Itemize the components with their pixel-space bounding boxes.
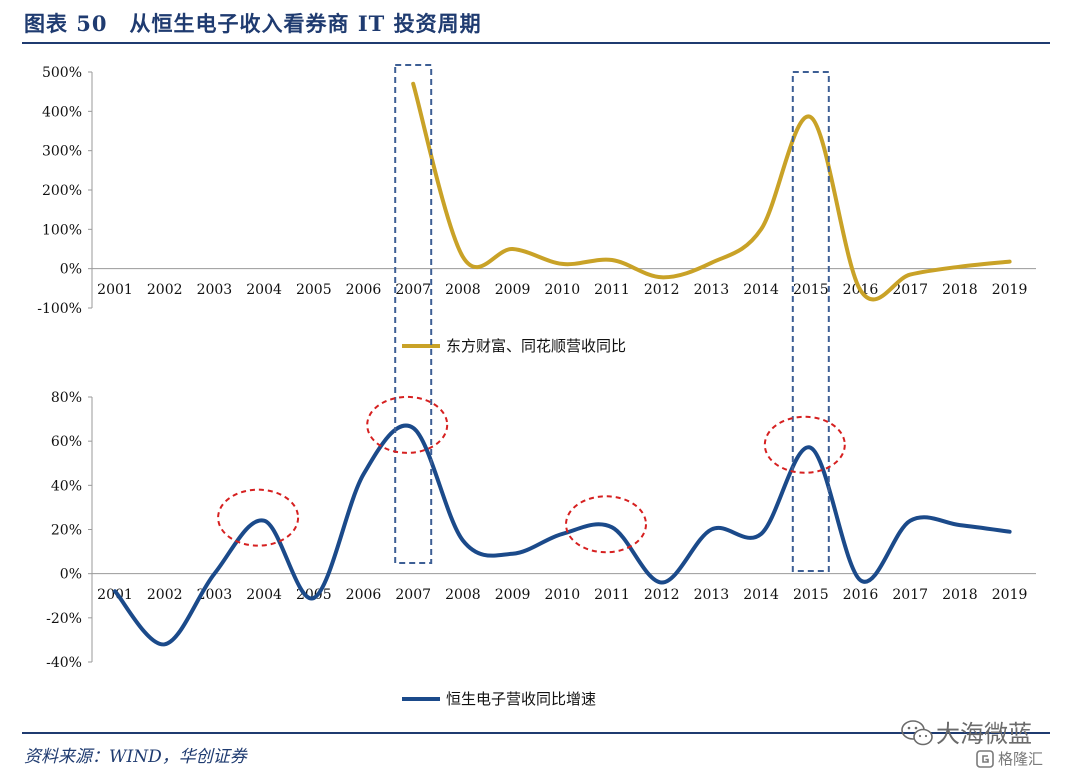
bottom-chart: 80%60%40%20%0%-20%-40%2001 2002 2003 2004 20… bbox=[46, 390, 1036, 708]
figure-footer: 资料来源：WIND，华创证券 bbox=[22, 732, 1052, 767]
bottom-y-tick-label: 0% bbox=[60, 567, 82, 583]
top-y-tick-label: 500% bbox=[42, 65, 82, 81]
bottom-x-tick-label: 2017 bbox=[892, 587, 928, 603]
top-x-tick-label: 2012 bbox=[644, 282, 680, 298]
top-x-tick-label: 2007 bbox=[395, 282, 431, 298]
bottom-y-tick-label: -20% bbox=[46, 611, 82, 627]
bottom-x-tick-label: 2019 bbox=[992, 587, 1028, 603]
source-note: 资料来源：WIND，华创证券 bbox=[24, 747, 247, 767]
bottom-y-tick-label: -40% bbox=[46, 655, 82, 671]
bottom-x-tick-label: 2015 bbox=[793, 587, 829, 603]
top-x-tick-label: 2002 bbox=[147, 282, 183, 298]
bottom-x-tick-label: 2009 bbox=[495, 587, 531, 603]
top-x-tick-label: 2001 bbox=[97, 282, 133, 298]
footer-rule bbox=[22, 732, 1050, 734]
highlight-layer bbox=[217, 64, 846, 572]
bottom-x-tick-label: 2013 bbox=[694, 587, 730, 603]
bottom-x-tick-label: 2001 bbox=[97, 587, 133, 603]
top-y-tick-label: 400% bbox=[42, 104, 82, 120]
top-chart: 500% 400% 300% 200% 100% 0% -100% 2001 2002 2003 2… bbox=[37, 65, 1036, 355]
highlight-ellipse-2007 bbox=[366, 395, 449, 454]
bottom-x-tick-label: 2004 bbox=[246, 587, 282, 603]
title-rule bbox=[22, 42, 1050, 44]
top-x-tick-label: 2013 bbox=[694, 282, 730, 298]
bottom-x-tick-label: 2011 bbox=[594, 587, 630, 603]
bottom-x-tick-label: 2008 bbox=[445, 587, 481, 603]
top-x-tick-label: 2014 bbox=[743, 282, 779, 298]
bottom-y-tick-label: 20% bbox=[51, 523, 82, 539]
top-series-line bbox=[411, 81, 1012, 302]
top-x-tick-label: 2010 bbox=[544, 282, 580, 298]
bottom-x-tick-label: 2010 bbox=[544, 587, 580, 603]
top-x-tick-label: 2019 bbox=[992, 282, 1028, 298]
figure-title: 图表 50 从恒生电子收入看券商 IT 投资周期 bbox=[24, 11, 482, 36]
watermark: 大海微蓝 格隆汇 bbox=[900, 712, 1070, 772]
top-x-tick-label: 2017 bbox=[892, 282, 928, 298]
top-x-tick-label: 2004 bbox=[246, 282, 282, 298]
bottom-x-tick-label: 2002 bbox=[147, 587, 183, 603]
highlight-ellipse-2015 bbox=[763, 415, 846, 474]
bottom-y-tick-label: 80% bbox=[51, 390, 82, 406]
figure-header: 图表 50 从恒生电子收入看券商 IT 投资周期 bbox=[0, 0, 1080, 44]
bottom-x-tick-label: 2007 bbox=[395, 587, 431, 603]
top-x-tick-label: 2011 bbox=[594, 282, 630, 298]
highlight-ellipse-2011 bbox=[565, 495, 647, 554]
gelonghui-logo-icon bbox=[976, 750, 994, 768]
bottom-x-tick-label: 2016 bbox=[843, 587, 879, 603]
highlight-box-2007 bbox=[394, 64, 433, 564]
top-y-tick-label: 300% bbox=[42, 144, 82, 160]
highlight-box-2015 bbox=[791, 71, 830, 572]
bottom-x-tick-label: 2018 bbox=[942, 587, 978, 603]
watermark-name: 大海微蓝 bbox=[936, 720, 1032, 748]
top-y-tick-label: -100% bbox=[37, 301, 82, 317]
top-x-tick-label: 2003 bbox=[197, 282, 233, 298]
bottom-x-tick-label: 2005 bbox=[296, 587, 332, 603]
bottom-series-line bbox=[113, 423, 1012, 647]
top-x-tick-label: 2015 bbox=[793, 282, 829, 298]
highlight-ellipse-2004 bbox=[217, 488, 300, 547]
bottom-y-tick-label: 60% bbox=[51, 434, 82, 450]
top-x-tick-label: 2006 bbox=[346, 282, 382, 298]
bottom-x-tick-label: 2014 bbox=[743, 587, 779, 603]
wechat-icon bbox=[901, 720, 933, 746]
bottom-y-tick-label: 40% bbox=[51, 478, 82, 494]
top-x-tick-label: 2008 bbox=[445, 282, 481, 298]
top-x-tick-label: 2018 bbox=[942, 282, 978, 298]
bottom-legend-label: 恒生电子营收同比增速 bbox=[446, 690, 596, 708]
top-x-tick-label: 2009 bbox=[495, 282, 531, 298]
top-y-tick-label: 0% bbox=[60, 262, 82, 278]
bottom-x-tick-label: 2012 bbox=[644, 587, 680, 603]
watermark-sub: 格隆汇 bbox=[998, 750, 1044, 768]
top-y-tick-label: 200% bbox=[42, 183, 82, 199]
top-x-tick-label: 2005 bbox=[296, 282, 332, 298]
top-y-tick-label: 100% bbox=[42, 222, 82, 238]
top-legend-label: 东方财富、同花顺营收同比 bbox=[446, 337, 626, 355]
bottom-x-tick-label: 2006 bbox=[346, 587, 382, 603]
